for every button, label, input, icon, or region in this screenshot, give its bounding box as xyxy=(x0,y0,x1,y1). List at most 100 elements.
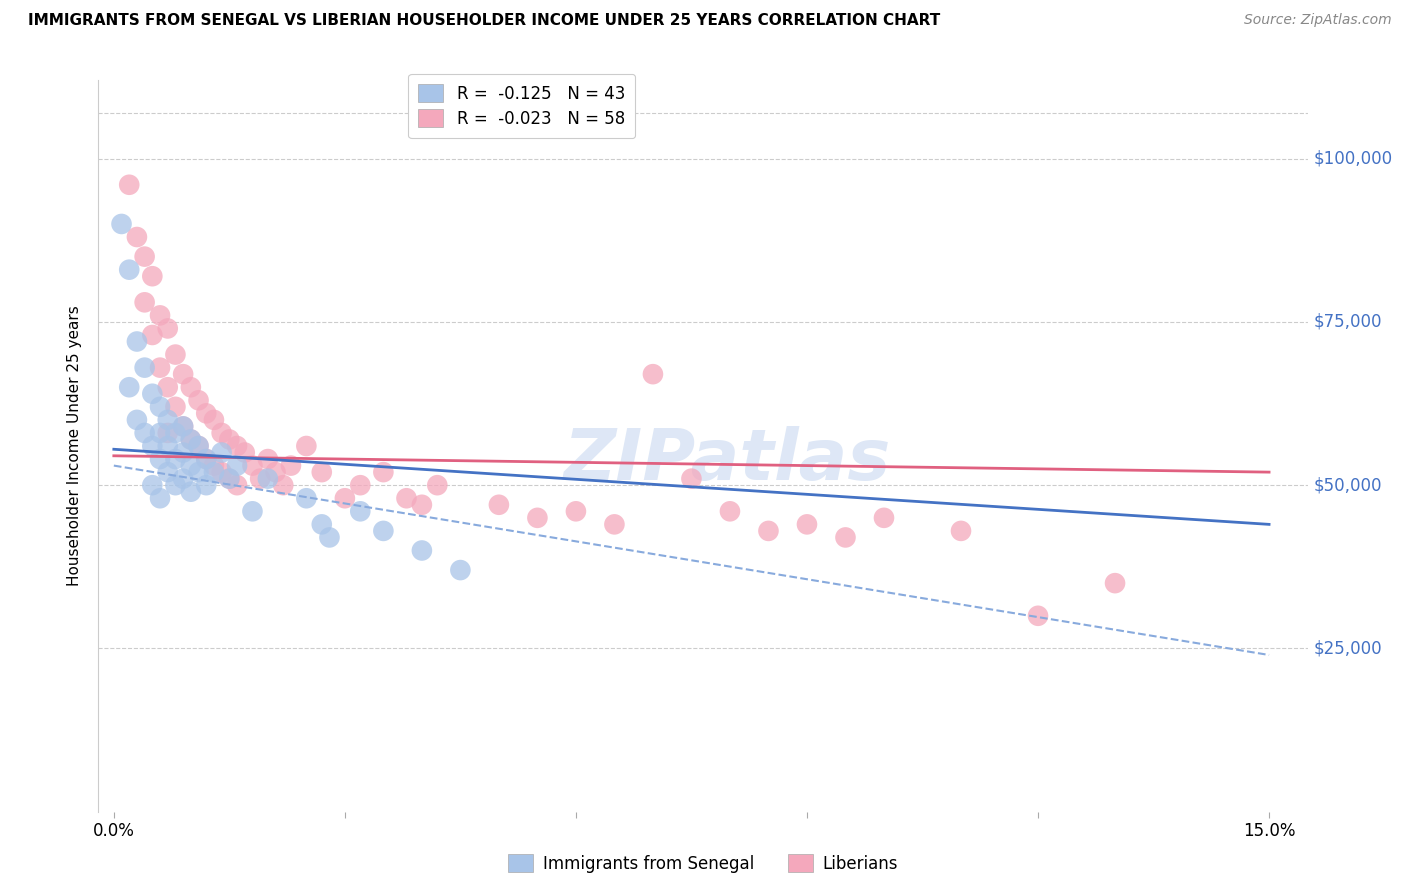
Text: Source: ZipAtlas.com: Source: ZipAtlas.com xyxy=(1244,13,1392,28)
Legend: Immigrants from Senegal, Liberians: Immigrants from Senegal, Liberians xyxy=(502,847,904,880)
Point xyxy=(681,472,703,486)
Text: IMMIGRANTS FROM SENEGAL VS LIBERIAN HOUSEHOLDER INCOME UNDER 25 YEARS CORRELATIO: IMMIGRANTS FROM SENEGAL VS LIBERIAN HOUS… xyxy=(28,13,941,29)
Point xyxy=(187,439,209,453)
Point xyxy=(149,491,172,506)
Point xyxy=(141,386,163,401)
Point xyxy=(165,452,187,467)
Point xyxy=(134,360,156,375)
Point xyxy=(156,380,179,394)
Point xyxy=(180,380,202,394)
Point xyxy=(449,563,471,577)
Point xyxy=(295,491,318,506)
Legend: R =  -0.125   N = 43, R =  -0.023   N = 58: R = -0.125 N = 43, R = -0.023 N = 58 xyxy=(408,74,636,138)
Point xyxy=(141,269,163,284)
Point xyxy=(172,419,194,434)
Point xyxy=(125,230,148,244)
Point xyxy=(156,321,179,335)
Point xyxy=(526,511,548,525)
Point xyxy=(311,465,333,479)
Point xyxy=(395,491,418,506)
Point xyxy=(195,452,218,467)
Point xyxy=(156,439,179,453)
Point xyxy=(187,393,209,408)
Point xyxy=(125,413,148,427)
Point xyxy=(149,360,172,375)
Point xyxy=(118,262,141,277)
Point xyxy=(426,478,449,492)
Point xyxy=(718,504,741,518)
Point xyxy=(156,465,179,479)
Point xyxy=(180,458,202,473)
Point xyxy=(233,445,256,459)
Point xyxy=(141,478,163,492)
Y-axis label: Householder Income Under 25 years: Householder Income Under 25 years xyxy=(67,306,83,586)
Point xyxy=(349,478,371,492)
Point xyxy=(172,367,194,381)
Point xyxy=(411,498,433,512)
Point xyxy=(257,452,280,467)
Point xyxy=(1104,576,1126,591)
Point xyxy=(134,425,156,440)
Point xyxy=(349,504,371,518)
Point xyxy=(180,433,202,447)
Point xyxy=(149,425,172,440)
Point xyxy=(165,347,187,362)
Point xyxy=(195,452,218,467)
Point xyxy=(226,478,249,492)
Point xyxy=(156,413,179,427)
Point xyxy=(165,425,187,440)
Point xyxy=(373,524,395,538)
Text: ZIPatlas: ZIPatlas xyxy=(564,426,891,495)
Point xyxy=(202,465,225,479)
Point xyxy=(873,511,896,525)
Point xyxy=(218,472,240,486)
Point xyxy=(1026,608,1049,623)
Point xyxy=(411,543,433,558)
Point xyxy=(118,380,141,394)
Point xyxy=(318,530,340,544)
Point xyxy=(118,178,141,192)
Point xyxy=(796,517,818,532)
Point xyxy=(125,334,148,349)
Point xyxy=(242,458,264,473)
Point xyxy=(165,400,187,414)
Point xyxy=(141,328,163,343)
Point xyxy=(249,472,271,486)
Point xyxy=(280,458,302,473)
Point xyxy=(603,517,626,532)
Point xyxy=(172,445,194,459)
Point xyxy=(211,425,233,440)
Point xyxy=(271,478,294,492)
Point xyxy=(295,439,318,453)
Point xyxy=(134,295,156,310)
Point xyxy=(180,484,202,499)
Point xyxy=(950,524,973,538)
Point xyxy=(211,445,233,459)
Text: $25,000: $25,000 xyxy=(1313,640,1382,657)
Point xyxy=(758,524,780,538)
Point xyxy=(149,452,172,467)
Point xyxy=(218,433,240,447)
Point xyxy=(172,472,194,486)
Point xyxy=(195,406,218,420)
Point xyxy=(834,530,856,544)
Point xyxy=(202,413,225,427)
Point xyxy=(226,458,249,473)
Point xyxy=(333,491,356,506)
Point xyxy=(187,465,209,479)
Point xyxy=(156,425,179,440)
Point xyxy=(172,419,194,434)
Point xyxy=(149,309,172,323)
Point xyxy=(257,472,280,486)
Point xyxy=(218,472,240,486)
Text: $100,000: $100,000 xyxy=(1313,150,1393,168)
Point xyxy=(311,517,333,532)
Point xyxy=(242,504,264,518)
Point xyxy=(202,458,225,473)
Point xyxy=(110,217,132,231)
Point xyxy=(180,433,202,447)
Point xyxy=(195,478,218,492)
Point xyxy=(134,250,156,264)
Point xyxy=(187,439,209,453)
Point xyxy=(641,367,664,381)
